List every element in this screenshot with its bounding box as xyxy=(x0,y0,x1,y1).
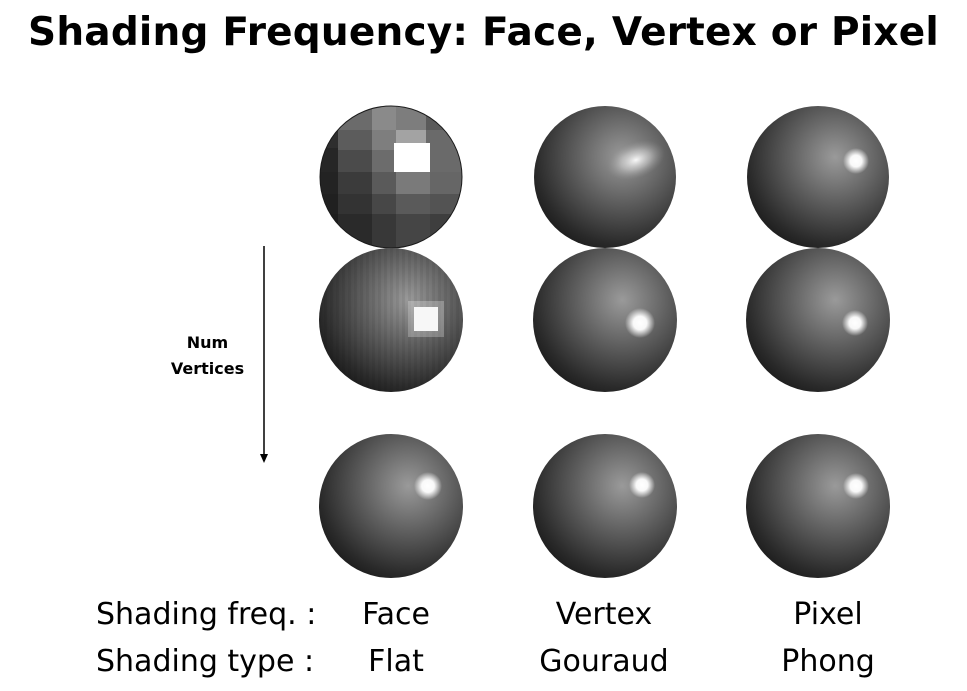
shading-freq-label: Shading freq. : xyxy=(96,597,317,632)
sphere-phong-high xyxy=(746,434,890,578)
num-vertices-label-line1: Num xyxy=(186,333,229,352)
sphere-flat-low xyxy=(319,105,463,249)
sphere-phong-medium xyxy=(746,248,890,392)
sphere-flat-medium xyxy=(319,248,463,392)
sphere-flat-high xyxy=(319,434,463,578)
shading-type-label: Shading type : xyxy=(96,644,315,679)
freq-vertex: Vertex xyxy=(555,597,653,632)
num-vertices-label-line2: Vertices xyxy=(170,359,245,378)
sphere-gouraud-medium xyxy=(533,248,677,392)
freq-face: Face xyxy=(362,597,430,632)
num-vertices-arrow xyxy=(260,246,268,463)
sphere-phong-low xyxy=(747,106,889,248)
freq-pixel: Pixel xyxy=(793,597,863,632)
type-gouraud: Gouraud xyxy=(539,644,669,679)
num-vertices-label: Num Vertices xyxy=(160,330,255,382)
type-phong: Phong xyxy=(781,644,875,679)
sphere-gouraud-high xyxy=(533,434,677,578)
page-title: Shading Frequency: Face, Vertex or Pixel xyxy=(28,10,939,55)
sphere-gouraud-low xyxy=(534,106,676,248)
type-flat: Flat xyxy=(368,644,424,679)
